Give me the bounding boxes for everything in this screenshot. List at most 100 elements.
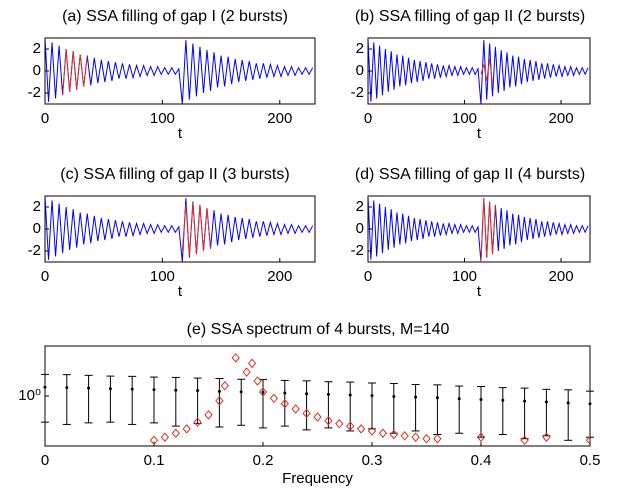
panel-title: (d) SSA filling of gap II (4 bursts) bbox=[355, 166, 585, 183]
diamond-marker bbox=[247, 358, 257, 369]
y-tick-label: 2 bbox=[356, 40, 364, 57]
plot-area bbox=[367, 37, 591, 105]
diamond-marker bbox=[302, 408, 311, 419]
diamond-marker bbox=[422, 433, 431, 444]
x-tick-label: 0 bbox=[364, 268, 372, 285]
diamond-marker bbox=[324, 415, 333, 426]
point bbox=[239, 390, 243, 394]
point bbox=[370, 394, 374, 398]
panel-title: (b) SSA filling of gap II (2 bursts) bbox=[355, 8, 585, 25]
point bbox=[217, 389, 221, 393]
diamond-marker bbox=[220, 381, 230, 391]
x-tick-label: 0.5 bbox=[580, 452, 601, 469]
point bbox=[174, 388, 178, 392]
signal-line bbox=[480, 58, 494, 85]
y-tick-label: -2 bbox=[28, 84, 41, 101]
point bbox=[305, 392, 309, 396]
x-tick-label: 100 bbox=[452, 268, 477, 285]
point bbox=[479, 398, 483, 402]
x-tick-label: 100 bbox=[150, 268, 175, 285]
diamond-marker bbox=[378, 428, 388, 438]
x-tick-label: 200 bbox=[549, 110, 574, 127]
signal-line bbox=[62, 48, 88, 96]
diamond-marker bbox=[476, 432, 486, 442]
signal-line bbox=[45, 196, 314, 262]
y-tick-label: -2 bbox=[351, 242, 364, 259]
y-tick-label: 0 bbox=[33, 62, 41, 79]
x-tick-label: 200 bbox=[549, 268, 574, 285]
diamond-marker bbox=[356, 424, 366, 434]
point bbox=[348, 393, 352, 397]
x-axis-label: t bbox=[477, 283, 482, 300]
y-tick-label: -2 bbox=[351, 84, 364, 101]
diamond-marker bbox=[367, 426, 377, 436]
y-tick-label: 10⁰ bbox=[18, 387, 41, 404]
diamond-marker bbox=[291, 404, 300, 414]
x-tick-label: 100 bbox=[452, 110, 477, 127]
x-tick-label: 0 bbox=[41, 110, 49, 127]
diamond-marker bbox=[542, 432, 551, 442]
diamond-marker bbox=[160, 432, 170, 442]
point bbox=[326, 392, 330, 396]
signal-line bbox=[45, 38, 314, 104]
point bbox=[566, 401, 570, 405]
x-tick-label: 200 bbox=[267, 268, 292, 285]
y-tick-label: -2 bbox=[28, 242, 41, 259]
diamond-marker bbox=[269, 393, 279, 404]
x-axis-label: t bbox=[178, 125, 183, 142]
x-tick-label: 0.2 bbox=[253, 452, 274, 469]
point bbox=[87, 386, 91, 390]
x-axis-label: Frequency bbox=[282, 470, 353, 487]
x-tick-label: 0.4 bbox=[471, 452, 492, 469]
x-tick-label: 0 bbox=[41, 268, 49, 285]
diamond-marker bbox=[231, 353, 240, 363]
diamond-marker bbox=[520, 435, 529, 446]
x-axis-label: t bbox=[477, 125, 482, 142]
diamond-marker bbox=[204, 410, 213, 420]
y-tick-label: 2 bbox=[33, 40, 41, 57]
point bbox=[130, 387, 134, 391]
diamond-marker bbox=[215, 396, 224, 406]
diamond-marker bbox=[149, 435, 159, 446]
point bbox=[523, 399, 527, 403]
point bbox=[501, 398, 505, 402]
diamond-marker bbox=[193, 417, 202, 427]
y-tick-label: 2 bbox=[356, 198, 364, 215]
signal-line bbox=[368, 196, 589, 262]
point bbox=[43, 385, 47, 389]
plot-area bbox=[367, 195, 591, 263]
point bbox=[544, 400, 548, 404]
y-tick-label: 0 bbox=[33, 220, 41, 237]
diamond-marker bbox=[258, 387, 268, 397]
signal-line bbox=[181, 202, 212, 256]
diamond-marker bbox=[400, 431, 409, 441]
diamond-marker bbox=[280, 398, 289, 409]
signal-line bbox=[480, 198, 496, 262]
diamond-marker bbox=[182, 424, 191, 434]
plot-area bbox=[44, 37, 316, 105]
x-tick-label: 0 bbox=[364, 110, 372, 127]
point bbox=[196, 389, 200, 393]
y-tick-label: 2 bbox=[33, 198, 41, 215]
point bbox=[283, 391, 287, 395]
point bbox=[108, 387, 112, 391]
diamond-marker bbox=[313, 412, 322, 422]
diamond-marker bbox=[346, 421, 355, 431]
x-tick-label: 100 bbox=[150, 110, 175, 127]
diamond-marker bbox=[585, 435, 590, 446]
diamond-marker bbox=[411, 432, 420, 442]
panel-title: (c) SSA filling of gap II (3 bursts) bbox=[60, 166, 289, 183]
x-tick-label: 200 bbox=[267, 110, 292, 127]
x-tick-label: 0.3 bbox=[362, 452, 383, 469]
diamond-marker bbox=[171, 428, 180, 438]
diamond-marker bbox=[389, 429, 398, 440]
diamond-marker bbox=[253, 376, 262, 386]
diamond-marker bbox=[433, 433, 442, 444]
point bbox=[152, 388, 156, 392]
point bbox=[261, 390, 265, 394]
plot-area bbox=[44, 345, 591, 447]
point bbox=[457, 397, 461, 401]
point bbox=[414, 395, 418, 399]
x-tick-label: 0 bbox=[41, 452, 49, 469]
